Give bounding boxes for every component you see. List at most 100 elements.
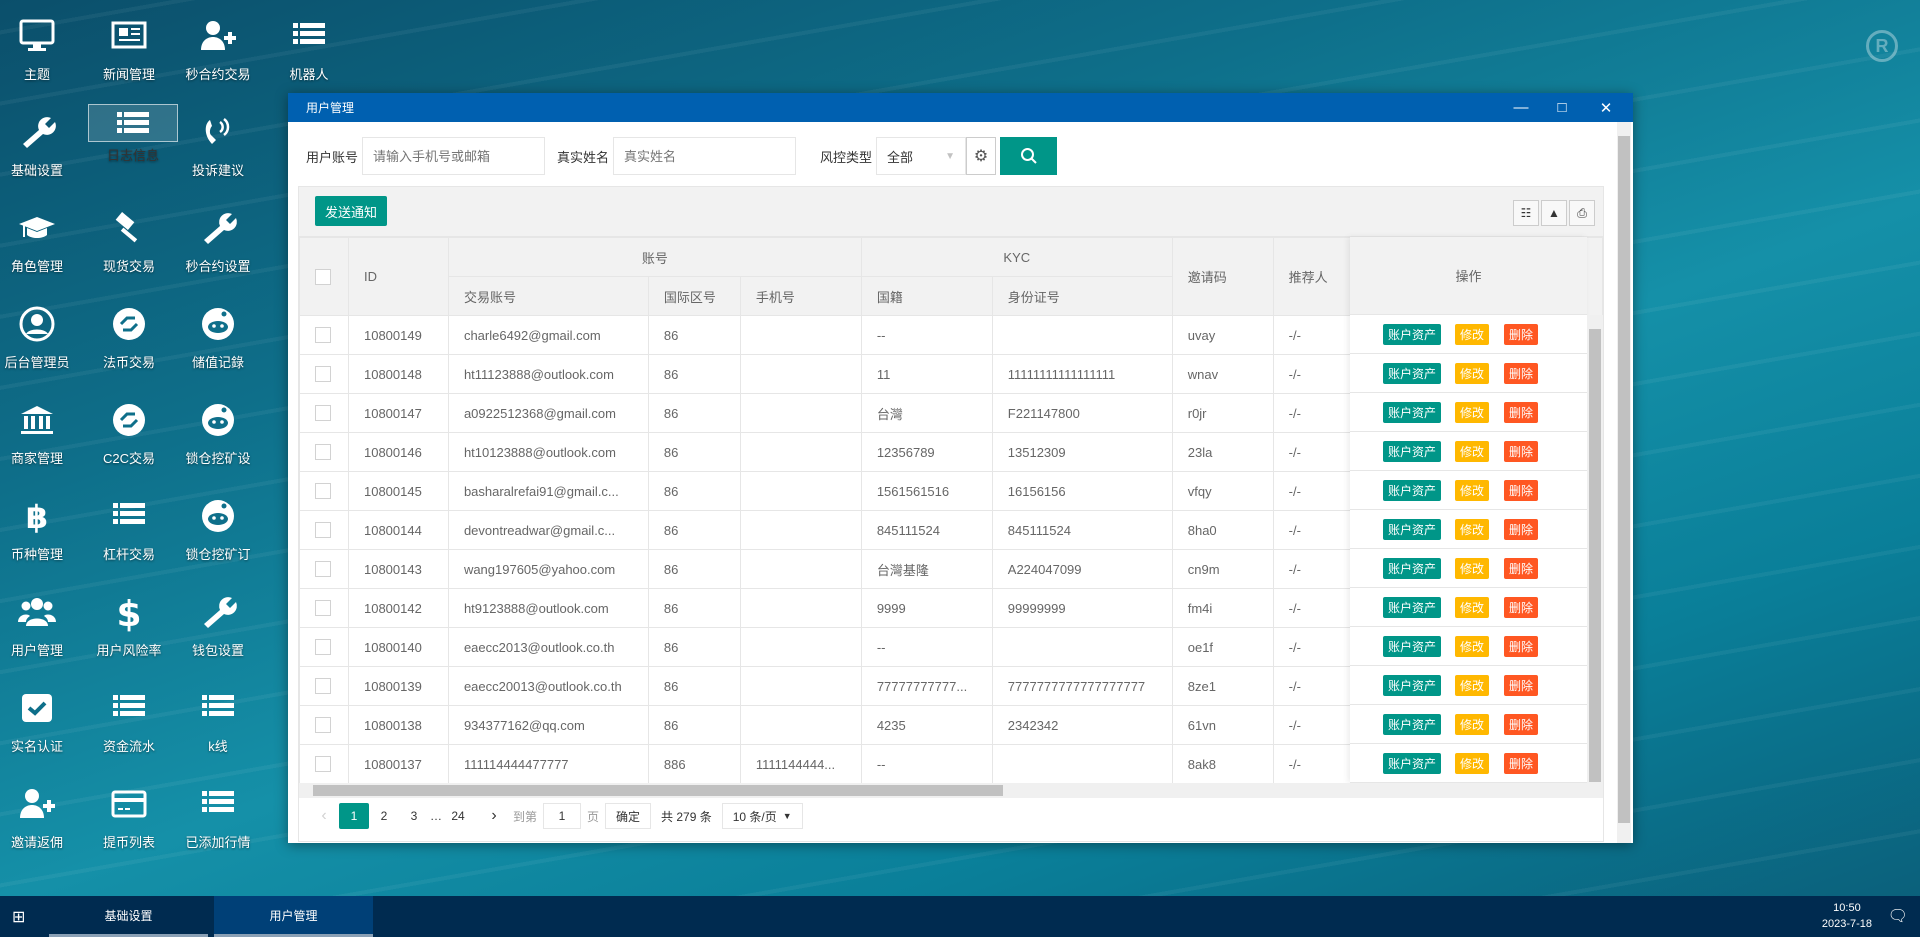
notification-icon[interactable]: 🗨 xyxy=(1887,908,1908,925)
row-checkbox[interactable] xyxy=(315,717,331,734)
close-icon[interactable]: ✕ xyxy=(1599,99,1613,117)
goto-confirm-button[interactable]: 确定 xyxy=(605,803,652,829)
row-select-cell[interactable] xyxy=(299,432,349,472)
desktop-icon-16[interactable]: ฿ 币种管理 xyxy=(0,488,82,578)
desktop-icon-27[interactable]: 已添加行情 xyxy=(173,776,263,866)
desktop-icon-26[interactable]: 提币列表 xyxy=(84,776,174,866)
prev-page-icon[interactable]: ‹ xyxy=(321,807,327,824)
maximize-icon[interactable]: □ xyxy=(1557,99,1567,116)
table-horizontal-scrollbar[interactable] xyxy=(299,783,1587,798)
desktop-icon-8[interactable]: 现货交易 xyxy=(84,200,174,290)
row-checkbox[interactable] xyxy=(315,483,331,500)
real-name-input[interactable] xyxy=(613,137,797,175)
desktop-icon-14[interactable]: C2C交易 xyxy=(84,392,174,482)
edit-button[interactable]: 修改 xyxy=(1455,557,1490,579)
page-24[interactable]: 24 xyxy=(451,809,465,823)
row-select-cell[interactable] xyxy=(299,315,349,355)
taskbar-item-user-management[interactable]: 用户管理 xyxy=(214,896,373,937)
account-assets-button[interactable]: 账户资产 xyxy=(1383,362,1442,384)
desktop-icon-4[interactable]: 基础设置 xyxy=(0,104,82,194)
row-select-cell[interactable] xyxy=(299,627,349,667)
edit-button[interactable]: 修改 xyxy=(1455,440,1490,462)
risk-type-select[interactable]: 全部 ▼ xyxy=(876,137,967,175)
account-assets-button[interactable]: 账户资产 xyxy=(1383,674,1442,696)
gear-icon[interactable]: ⚙ xyxy=(966,137,997,175)
edit-button[interactable]: 修改 xyxy=(1455,401,1490,423)
search-button[interactable] xyxy=(1000,137,1058,175)
delete-button[interactable]: 删除 xyxy=(1504,557,1539,579)
select-all-cell[interactable] xyxy=(299,237,349,316)
desktop-icon-9[interactable]: 秒合约设置 xyxy=(173,200,263,290)
account-assets-button[interactable]: 账户资产 xyxy=(1383,440,1442,462)
page-2[interactable]: 2 xyxy=(380,809,388,823)
page-size-select[interactable]: 10 条/页 ▼ xyxy=(721,803,803,829)
goto-page-input[interactable]: 1 xyxy=(543,803,582,829)
delete-button[interactable]: 删除 xyxy=(1504,362,1539,384)
delete-button[interactable]: 删除 xyxy=(1504,674,1539,696)
account-assets-button[interactable]: 账户资产 xyxy=(1383,557,1442,579)
row-select-cell[interactable] xyxy=(299,393,349,433)
row-select-cell[interactable] xyxy=(299,471,349,511)
row-checkbox[interactable] xyxy=(315,366,331,383)
row-select-cell[interactable] xyxy=(299,744,349,784)
row-checkbox[interactable] xyxy=(315,678,331,695)
desktop-icon-6[interactable]: 投诉建议 xyxy=(173,104,263,194)
print-icon[interactable]: ⎙ xyxy=(1569,200,1595,226)
delete-button[interactable]: 删除 xyxy=(1504,713,1539,735)
account-assets-button[interactable]: 账户资产 xyxy=(1383,518,1442,540)
edit-button[interactable]: 修改 xyxy=(1455,518,1490,540)
desktop-icon-22[interactable]: 实名认证 xyxy=(0,680,82,770)
account-assets-button[interactable]: 账户资产 xyxy=(1383,323,1442,345)
desktop-icon-5[interactable]: 日志信息 xyxy=(88,104,178,163)
account-input[interactable] xyxy=(362,137,546,175)
row-checkbox[interactable] xyxy=(315,600,331,617)
delete-button[interactable]: 删除 xyxy=(1504,752,1539,774)
desktop-icon-18[interactable]: 锁仓挖矿订 xyxy=(173,488,263,578)
desktop-icon-25[interactable]: 邀请返佣 xyxy=(0,776,82,866)
delete-button[interactable]: 删除 xyxy=(1504,401,1539,423)
row-checkbox[interactable] xyxy=(315,522,331,539)
row-checkbox[interactable] xyxy=(315,561,331,578)
account-assets-button[interactable]: 账户资产 xyxy=(1383,401,1442,423)
minimize-icon[interactable]: — xyxy=(1513,99,1529,116)
table-vertical-scrollbar[interactable] xyxy=(1587,315,1603,798)
delete-button[interactable]: 删除 xyxy=(1504,479,1539,501)
window-titlebar[interactable]: 用户管理 — □ ✕ xyxy=(288,93,1633,122)
desktop-icon-20[interactable]: $ 用户风险率 xyxy=(84,584,174,674)
edit-button[interactable]: 修改 xyxy=(1455,635,1490,657)
edit-button[interactable]: 修改 xyxy=(1455,596,1490,618)
account-assets-button[interactable]: 账户资产 xyxy=(1383,713,1442,735)
desktop-icon-13[interactable]: 商家管理 xyxy=(0,392,82,482)
edit-button[interactable]: 修改 xyxy=(1455,479,1490,501)
desktop-icon-1[interactable]: 新闻管理 xyxy=(84,8,174,98)
account-assets-button[interactable]: 账户资产 xyxy=(1383,752,1442,774)
delete-button[interactable]: 删除 xyxy=(1504,440,1539,462)
edit-button[interactable]: 修改 xyxy=(1455,752,1490,774)
desktop-icon-19[interactable]: 用户管理 xyxy=(0,584,82,674)
export-icon[interactable]: ▲ xyxy=(1541,200,1567,226)
delete-button[interactable]: 删除 xyxy=(1504,596,1539,618)
row-checkbox[interactable] xyxy=(315,327,331,344)
taskbar-item-basic-settings[interactable]: 基础设置 xyxy=(49,896,208,937)
edit-button[interactable]: 修改 xyxy=(1455,713,1490,735)
row-checkbox[interactable] xyxy=(315,756,331,773)
edit-button[interactable]: 修改 xyxy=(1455,674,1490,696)
row-select-cell[interactable] xyxy=(299,666,349,706)
desktop-icon-2[interactable]: 秒合约交易 xyxy=(173,8,263,98)
page-3[interactable]: 3 xyxy=(410,809,418,823)
desktop-icon-12[interactable]: 储值记錄 xyxy=(173,296,263,386)
edit-button[interactable]: 修改 xyxy=(1455,323,1490,345)
desktop-icon-17[interactable]: 杠杆交易 xyxy=(84,488,174,578)
row-checkbox[interactable] xyxy=(315,405,331,422)
row-select-cell[interactable] xyxy=(299,510,349,550)
row-select-cell[interactable] xyxy=(299,705,349,745)
account-assets-button[interactable]: 账户资产 xyxy=(1383,479,1442,501)
desktop-icon-21[interactable]: 钱包设置 xyxy=(173,584,263,674)
account-assets-button[interactable]: 账户资产 xyxy=(1383,596,1442,618)
edit-button[interactable]: 修改 xyxy=(1455,362,1490,384)
row-select-cell[interactable] xyxy=(299,588,349,628)
delete-button[interactable]: 删除 xyxy=(1504,323,1539,345)
row-checkbox[interactable] xyxy=(315,444,331,461)
window-scrollbar[interactable] xyxy=(1617,122,1631,843)
desktop-icon-11[interactable]: 法币交易 xyxy=(84,296,174,386)
